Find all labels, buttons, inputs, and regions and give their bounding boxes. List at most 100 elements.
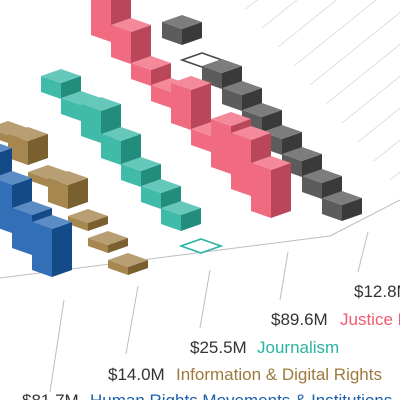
bar-side-left	[162, 22, 182, 45]
bar-side-left	[111, 25, 131, 64]
category-label-justice: Justice R	[340, 310, 400, 329]
leader-line	[49, 299, 65, 393]
bar-top	[101, 127, 141, 141]
bar-top	[302, 169, 342, 183]
grid-line	[309, 11, 400, 86]
grid-line	[373, 139, 400, 162]
bar-top	[68, 209, 108, 223]
amount-label-human-rights: $81.7M	[22, 391, 79, 400]
bar-top	[322, 191, 362, 205]
bar-side-right	[28, 134, 48, 165]
bar-information-2	[68, 209, 108, 231]
bar-side-left	[0, 180, 12, 233]
bar-top	[12, 201, 52, 215]
bar-top	[48, 171, 88, 185]
bar-side-left	[68, 216, 88, 231]
bar-top	[282, 147, 322, 161]
bar-top	[0, 121, 28, 135]
category-label-journalism: Journalism	[257, 338, 339, 357]
bar-human_rights-0	[32, 215, 72, 277]
bar-side-left	[8, 134, 28, 165]
bar-journalism-1	[161, 201, 201, 231]
bars	[0, 0, 362, 277]
bar-information-3	[48, 171, 88, 209]
bar-side-left	[48, 178, 68, 209]
bar-top	[121, 157, 161, 171]
grid-line	[357, 107, 400, 143]
grid-line	[245, 0, 258, 10]
bar-side-left	[88, 238, 108, 253]
bar-side-left	[91, 0, 111, 42]
bar-side-left	[108, 260, 128, 275]
bar-side-right	[182, 22, 202, 45]
amount-label-other: $12.8M	[354, 282, 400, 301]
bar-other-5	[222, 81, 262, 111]
bar-side-right	[88, 216, 108, 231]
bar-side-left	[302, 176, 322, 199]
bar-top	[88, 231, 128, 245]
amount-label-journalism: $25.5M	[190, 338, 247, 357]
bar-side-left	[211, 119, 231, 174]
bar-side-left	[81, 104, 101, 143]
bar-justice-0	[251, 156, 291, 218]
bar-side-left	[251, 163, 271, 218]
bar-top	[0, 171, 32, 185]
bar-top	[251, 156, 291, 170]
bar-side-left	[12, 208, 32, 255]
bar-top	[171, 76, 211, 90]
bar-information-5	[8, 127, 48, 165]
bar-side-left	[101, 134, 121, 165]
grid-line	[277, 0, 337, 48]
grid-line	[325, 43, 400, 105]
bar-top	[141, 179, 181, 193]
bar-side-left	[131, 63, 151, 86]
bar-side-right	[181, 208, 201, 231]
floor-front-edge-right	[329, 199, 400, 237]
bar-top	[0, 143, 12, 153]
bar-information-0	[108, 253, 148, 275]
bar-side-right	[271, 163, 291, 218]
bar-top	[242, 103, 282, 117]
bar-justice-4	[171, 76, 211, 130]
bar-journalism-0	[178, 238, 224, 254]
bar-side-left	[191, 129, 211, 152]
bar-side-left	[61, 98, 81, 121]
leader-line	[357, 231, 369, 273]
bar-top	[111, 18, 151, 32]
bar-top	[41, 69, 81, 83]
amount-label-information: $14.0M	[108, 365, 165, 384]
bar-side-left	[161, 208, 181, 231]
grid-line	[389, 171, 400, 181]
bar-other-8	[162, 15, 202, 45]
amount-label-justice: $89.6M	[271, 310, 328, 329]
category-label-human-rights: Human Rights Movements & Institutions	[90, 391, 392, 400]
bar-side-right	[342, 198, 362, 221]
bar-side-left	[171, 83, 191, 130]
labels: $12.8M $89.6M Justice R $25.5M Journalis…	[22, 282, 400, 400]
bar-side-left	[28, 172, 48, 187]
bar-side-left	[0, 132, 8, 143]
category-label-information: Information & Digital Rights	[176, 365, 382, 384]
bar-top	[162, 15, 202, 29]
bar-other-0	[322, 191, 362, 221]
bar-side-left	[322, 198, 342, 221]
bar-side-right	[128, 260, 148, 275]
bar-side-left	[231, 133, 251, 196]
bar-side-left	[32, 222, 52, 277]
bar-top	[8, 127, 48, 141]
bar-side-right	[108, 238, 128, 253]
leader-line	[279, 251, 289, 301]
bar-top	[231, 126, 271, 140]
bar-side-right	[68, 178, 88, 209]
bar-top	[202, 59, 242, 73]
bar-side-right	[191, 83, 211, 130]
bar-top	[81, 97, 121, 111]
bar-side-right	[121, 134, 141, 165]
bar-outline	[178, 238, 224, 254]
bar-side-right	[52, 222, 72, 277]
bar-top	[222, 81, 262, 95]
bar-top	[131, 56, 171, 70]
bar-side-left	[141, 186, 161, 209]
